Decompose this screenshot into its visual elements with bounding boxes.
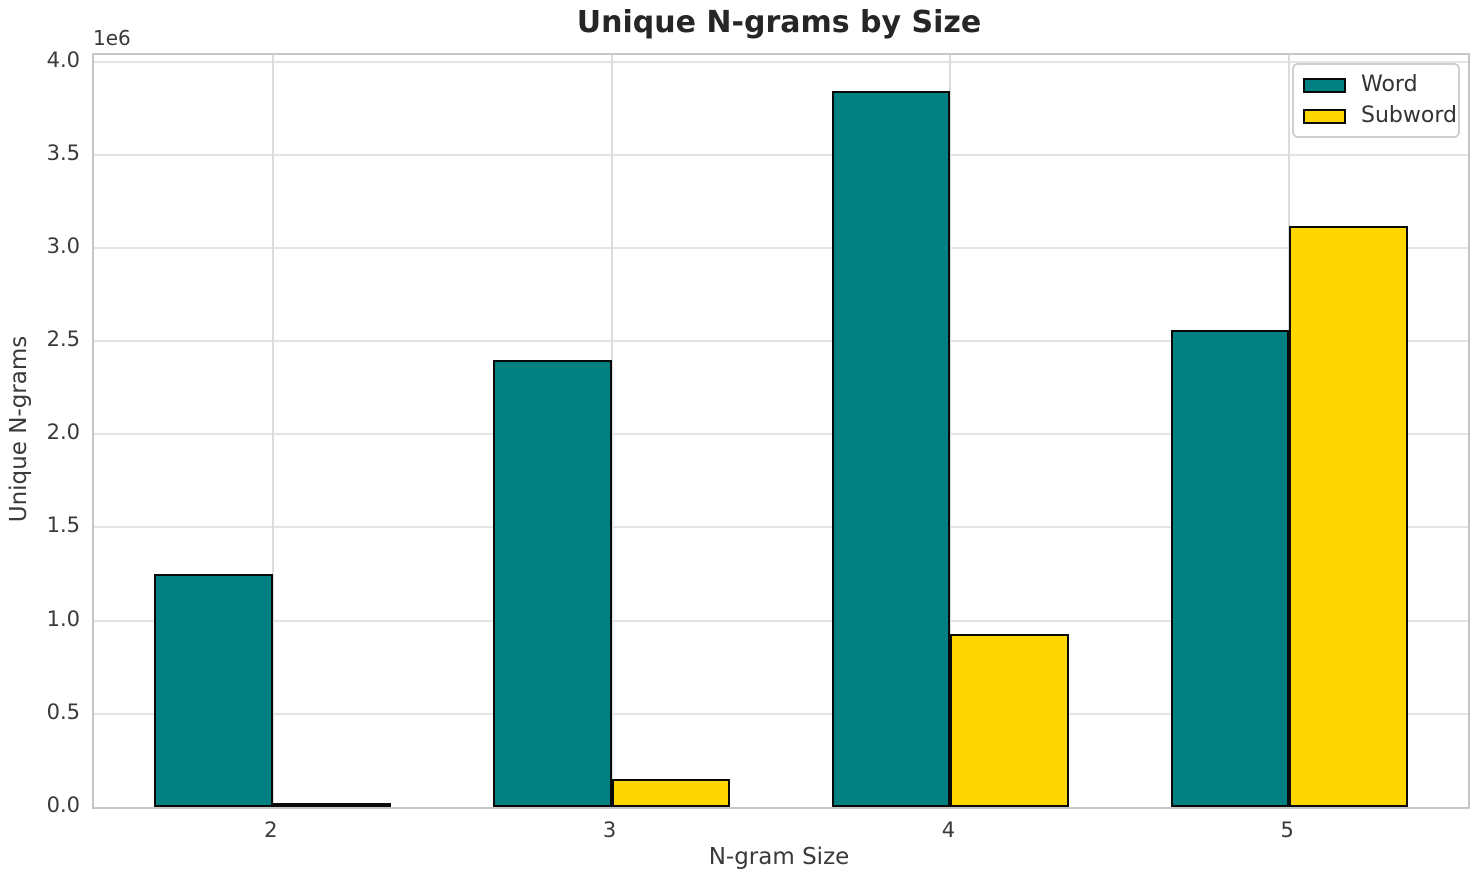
plot-area — [92, 53, 1470, 809]
y-tick-label: 2.0 — [46, 420, 80, 445]
y-axis-offset-text: 1e6 — [93, 26, 131, 50]
legend-entry-subword: Subword — [1303, 103, 1457, 129]
y-tick-label: 3.5 — [46, 140, 80, 165]
legend-label: Subword — [1361, 103, 1457, 128]
vertical-gridline — [610, 55, 613, 807]
legend: Word Subword — [1292, 63, 1460, 138]
horizontal-gridline — [94, 433, 1468, 436]
vertical-gridline — [949, 55, 952, 807]
x-axis-label: N-gram Size — [708, 844, 850, 870]
horizontal-gridline — [94, 340, 1468, 343]
y-tick-label: 1.0 — [46, 606, 80, 631]
legend-label: Word — [1361, 72, 1418, 97]
y-tick-label: 3.0 — [46, 233, 80, 258]
y-tick-label: 0.5 — [46, 699, 80, 724]
bar-word-3 — [493, 359, 612, 807]
bar-subword-2 — [272, 803, 392, 807]
bar-word-4 — [831, 91, 951, 807]
bar-word-2 — [154, 574, 273, 807]
horizontal-gridline — [94, 712, 1468, 715]
y-tick-label: 4.0 — [46, 47, 80, 72]
bar-word-5 — [1170, 329, 1290, 807]
horizontal-gridline — [94, 246, 1468, 249]
bar-subword-3 — [611, 779, 731, 807]
y-tick-label: 0.0 — [46, 793, 80, 817]
x-tick-label: 3 — [602, 818, 617, 842]
horizontal-gridline — [94, 619, 1468, 622]
chart-title: Unique N-grams by Size — [576, 5, 982, 40]
legend-entry-word: Word — [1303, 72, 1448, 98]
y-tick-label: 1.5 — [46, 513, 80, 538]
x-tick-label: 5 — [1280, 818, 1294, 842]
bar-subword-4 — [950, 633, 1069, 807]
bar-subword-5 — [1289, 225, 1408, 807]
legend-swatch-subword — [1303, 108, 1346, 124]
x-tick-label: 4 — [941, 818, 956, 842]
horizontal-gridline — [94, 526, 1468, 529]
legend-swatch-word — [1303, 77, 1346, 93]
horizontal-gridline — [94, 153, 1468, 156]
vertical-gridline — [271, 55, 274, 807]
horizontal-gridline — [94, 60, 1468, 63]
x-tick-label: 2 — [264, 818, 278, 842]
y-tick-label: 2.5 — [46, 327, 80, 352]
